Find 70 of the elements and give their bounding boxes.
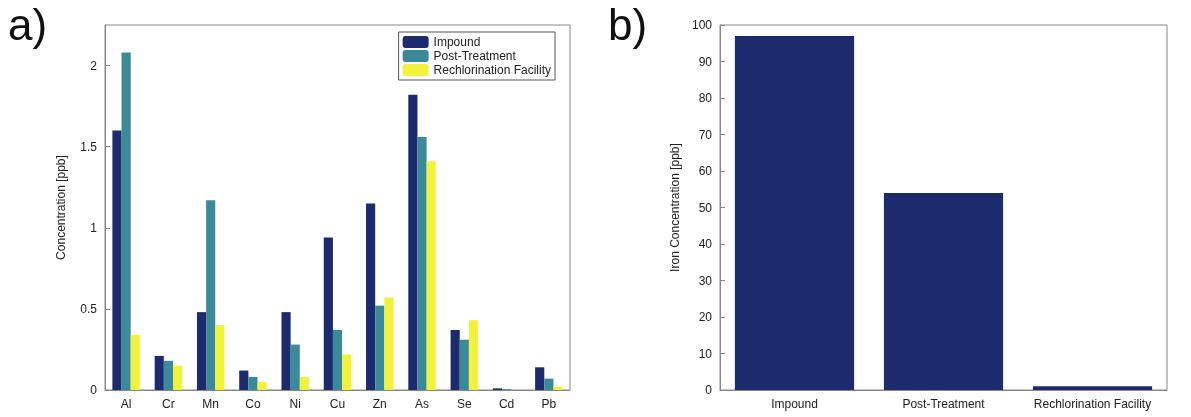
text: b): [608, 0, 648, 49]
bar: [239, 370, 249, 390]
bar: [130, 334, 140, 390]
y-tick-label: 80: [698, 91, 713, 105]
bar: [544, 378, 554, 390]
bar: [163, 360, 173, 390]
bar: [1032, 386, 1153, 390]
bar: [426, 161, 436, 390]
y-tick-label: 70: [698, 127, 713, 142]
bar: [332, 329, 343, 390]
y-tick-label: 10: [698, 346, 713, 361]
x-tick-label: Impound: [771, 397, 818, 411]
bar: [112, 130, 122, 390]
bar: [154, 355, 164, 390]
x-tick-label: Zn: [372, 397, 387, 411]
x-tick-label: Se: [456, 397, 472, 411]
bar: [172, 365, 183, 390]
x-tick-label: Post-Treatment: [902, 397, 986, 411]
bar: [468, 320, 479, 390]
x-tick-label: Cd: [498, 397, 515, 411]
text: a): [8, 0, 48, 49]
y-tick-label: 2: [90, 58, 98, 73]
y-tick-label: 40: [698, 237, 713, 251]
x-tick-label: Cr: [162, 397, 175, 411]
y-tick-label: 0: [90, 383, 98, 397]
legend-label: Impound: [433, 35, 481, 49]
x-tick-label: Mn: [202, 397, 220, 411]
x-tick-label: Ni: [289, 397, 301, 411]
bar: [121, 52, 131, 390]
y-tick-label: 100: [691, 18, 713, 32]
bar: [257, 381, 267, 390]
x-tick-label: Cu: [329, 397, 346, 411]
y-axis-title: Concentration [ppb]: [54, 155, 68, 260]
bar: [459, 339, 469, 390]
bar: [196, 312, 207, 390]
bar: [215, 325, 225, 390]
bar: [384, 297, 394, 390]
x-tick-label: As: [415, 397, 430, 411]
y-tick-label: 50: [698, 200, 713, 215]
bar: [290, 344, 300, 390]
y-tick-label: 30: [698, 273, 713, 288]
bar: [734, 35, 855, 390]
legend-label: Post-Treatment: [433, 49, 517, 63]
x-tick-label: Al: [120, 397, 132, 411]
x-tick-label: Pb: [541, 397, 557, 411]
bar: [366, 203, 376, 390]
y-tick-label: 0.5: [80, 301, 98, 316]
x-tick-label: Rechlorination Facility: [1033, 397, 1152, 411]
x-tick-label: Co: [245, 397, 261, 411]
bar: [206, 200, 216, 390]
legend-label: Rechlorination Facility: [433, 63, 552, 77]
y-tick-label: 90: [698, 54, 713, 69]
bar: [281, 312, 291, 390]
bar: [323, 237, 333, 390]
y-tick-label: 1: [90, 220, 98, 235]
bar: [342, 354, 352, 390]
bar: [417, 136, 427, 390]
bar: [883, 192, 1004, 390]
y-tick-label: 60: [698, 164, 713, 178]
bar: [535, 367, 545, 390]
bar: [408, 94, 418, 390]
bar: [450, 329, 460, 390]
y-tick-label: 0: [705, 383, 713, 397]
y-tick-label: 20: [698, 310, 713, 324]
bar: [375, 305, 385, 390]
bar: [248, 377, 258, 390]
bar: [553, 386, 563, 390]
bar: [299, 377, 309, 390]
y-axis-title: Iron Concentration [ppb]: [668, 143, 683, 272]
y-tick-label: 1.5: [80, 139, 98, 154]
